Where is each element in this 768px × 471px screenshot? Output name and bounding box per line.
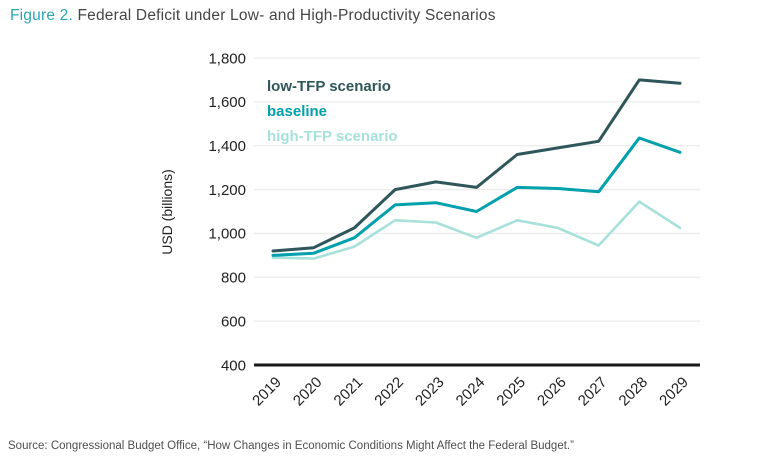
y-tick-label: 1,400 — [208, 138, 246, 155]
x-tick-label: 2025 — [493, 374, 529, 410]
y-tick-label: 1,600 — [208, 94, 246, 111]
y-axis-title: USD (billions) — [159, 169, 175, 255]
figure-title-text: Federal Deficit under Low- and High-Prod… — [72, 7, 496, 24]
y-tick-label: 1,200 — [208, 182, 246, 199]
legend-item-low-tfp: low-TFP scenario — [267, 78, 391, 95]
source-note: Source: Congressional Budget Office, “Ho… — [8, 440, 574, 452]
figure-title: Figure 2. Federal Deficit under Low- and… — [10, 7, 496, 25]
y-tick-label: 1,800 — [208, 50, 246, 67]
x-tick-label: 2020 — [290, 374, 326, 410]
series-line-baseline — [271, 136, 682, 257]
x-tick-label: 2024 — [453, 374, 489, 410]
y-tick-label: 600 — [221, 313, 246, 330]
chart-legend: low-TFP scenario baseline high-TFP scena… — [267, 74, 398, 149]
y-tick-label: 800 — [221, 270, 246, 287]
x-tick-label: 2026 — [534, 374, 570, 410]
x-tick-label: 2019 — [249, 374, 285, 410]
x-tick-label: 2022 — [371, 374, 407, 410]
series-line-high-tfp-scenario — [271, 200, 682, 260]
x-tick-label: 2028 — [616, 374, 652, 410]
x-tick-label: 2029 — [656, 374, 692, 410]
legend-item-baseline: baseline — [267, 103, 328, 120]
x-tick-label: 2023 — [412, 374, 448, 410]
x-tick-label: 2021 — [331, 374, 367, 410]
y-tick-label: 1,000 — [208, 226, 246, 243]
series-line-low-tfp-scenario — [271, 78, 682, 253]
legend-item-high-tfp: high-TFP scenario — [267, 128, 398, 145]
figure-number: Figure 2. — [10, 7, 73, 24]
x-tick-label: 2027 — [575, 374, 611, 410]
y-tick-label: 400 — [221, 357, 246, 374]
